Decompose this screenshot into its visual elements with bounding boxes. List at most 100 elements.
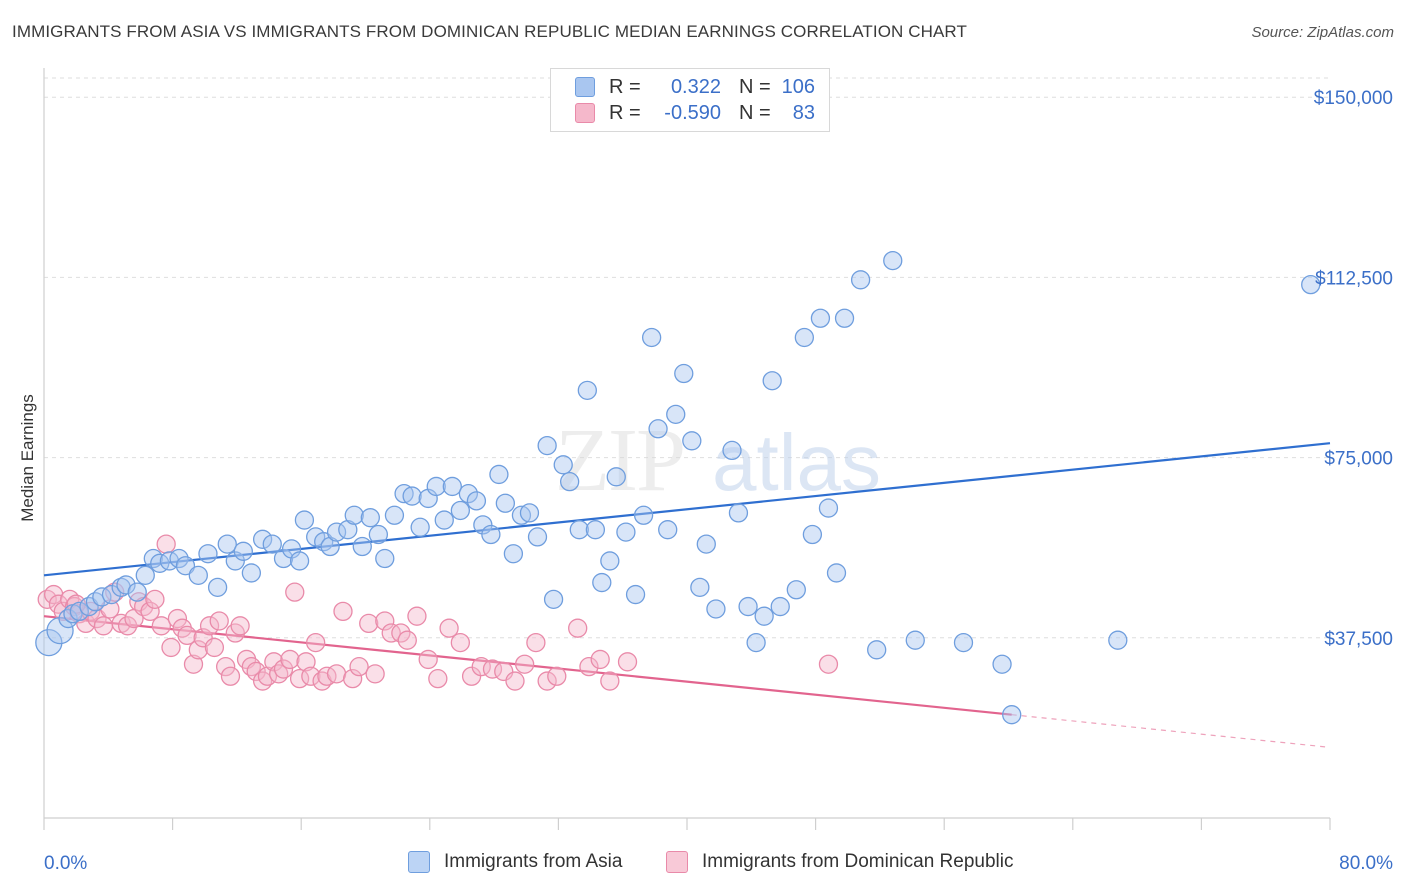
- data-point: [262, 534, 282, 554]
- data-point: [738, 596, 758, 617]
- data-point: [145, 589, 165, 610]
- data-point: [1108, 630, 1128, 650]
- data-point: [391, 623, 411, 643]
- y-tick-label: $112,500: [1315, 268, 1393, 289]
- data-point: [466, 491, 487, 511]
- data-point: [641, 327, 662, 348]
- data-point: [722, 440, 742, 461]
- data-point: [762, 371, 782, 391]
- data-point: [450, 632, 470, 653]
- data-point: [577, 380, 597, 400]
- legend-swatch-dominican: [666, 851, 688, 873]
- data-point: [834, 308, 855, 328]
- tick-labels: $37,500 $75,000 $112,500 $150,000 0.0% 80.0%: [44, 88, 1393, 874]
- data-point: [175, 556, 196, 576]
- data-point: [826, 563, 847, 583]
- data-point: [209, 611, 229, 631]
- data-point: [666, 404, 686, 425]
- trendline-asia: [43, 442, 1331, 577]
- data-point: [285, 582, 305, 602]
- data-point: [606, 467, 626, 487]
- data-point: [450, 500, 470, 521]
- series-legend-asia: Immigrants from Asia: [408, 851, 622, 873]
- data-point: [810, 308, 831, 328]
- data-point: [770, 596, 790, 617]
- data-point: [616, 522, 636, 542]
- y-tick-label: $75,000: [1324, 449, 1393, 470]
- y-tick-label: $150,000: [1314, 88, 1393, 109]
- data-point: [204, 637, 225, 658]
- data-point: [489, 464, 509, 485]
- watermark-zip: ZIP: [555, 411, 684, 510]
- data-point: [537, 671, 557, 691]
- data-point: [342, 668, 363, 689]
- data-point: [473, 515, 493, 535]
- n-value: 83: [792, 101, 815, 124]
- data-point: [161, 637, 181, 658]
- series-dominican: [37, 534, 839, 691]
- data-point: [547, 666, 567, 686]
- data-point: [349, 656, 369, 677]
- data-point: [543, 589, 564, 610]
- x-tick-label: 0.0%: [44, 853, 87, 874]
- data-point: [514, 654, 535, 674]
- watermark-atlas: atlas: [712, 418, 881, 507]
- data-point: [568, 618, 588, 638]
- data-point: [1301, 274, 1321, 295]
- data-point: [471, 656, 491, 677]
- data-point: [198, 544, 218, 564]
- data-point: [273, 659, 294, 679]
- data-point: [439, 618, 459, 638]
- data-point: [503, 544, 524, 564]
- data-point: [648, 419, 668, 439]
- data-point: [746, 632, 766, 653]
- data-point: [883, 250, 903, 271]
- r-label: R =: [609, 75, 641, 98]
- n-label: N =: [739, 75, 771, 98]
- r-label: R =: [609, 101, 641, 124]
- data-point: [225, 551, 245, 571]
- data-point: [140, 601, 160, 622]
- data-point: [560, 471, 580, 492]
- data-point: [264, 652, 284, 672]
- data-point: [207, 577, 228, 598]
- data-point: [992, 654, 1012, 674]
- data-point: [246, 661, 266, 682]
- data-point: [458, 483, 479, 504]
- data-point: [296, 652, 316, 672]
- data-point: [482, 659, 503, 679]
- data-point: [850, 270, 871, 290]
- data-point: [101, 584, 122, 605]
- data-point: [526, 632, 546, 653]
- series-legend-dominican: Immigrants from Dominican Republic: [666, 851, 1014, 873]
- data-point: [633, 505, 654, 525]
- data-point: [352, 536, 372, 557]
- data-point: [289, 668, 310, 689]
- trendline-dominican-extension: [1011, 714, 1331, 748]
- data-point: [375, 548, 395, 569]
- points: [35, 250, 1321, 725]
- data-point: [117, 616, 138, 636]
- data-point: [135, 565, 155, 585]
- data-point: [786, 580, 806, 600]
- data-point: [428, 668, 448, 689]
- legend-row-dominican: R = -0.590 N = 83: [575, 101, 815, 125]
- data-point: [818, 498, 839, 518]
- data-point: [696, 534, 716, 554]
- data-point: [579, 656, 599, 677]
- data-point: [397, 630, 417, 650]
- data-point: [116, 575, 136, 595]
- data-point: [690, 577, 710, 598]
- data-point: [169, 548, 189, 569]
- data-point: [590, 649, 610, 670]
- data-point: [301, 666, 321, 686]
- data-point: [360, 508, 380, 528]
- legend-swatch-asia: [575, 77, 595, 97]
- data-point: [674, 363, 694, 384]
- data-point: [151, 616, 171, 636]
- x-tick-label: 80.0%: [1339, 853, 1393, 874]
- data-point: [220, 666, 241, 686]
- data-point: [375, 611, 395, 631]
- data-point: [1002, 705, 1022, 725]
- r-value: -0.590: [664, 101, 721, 124]
